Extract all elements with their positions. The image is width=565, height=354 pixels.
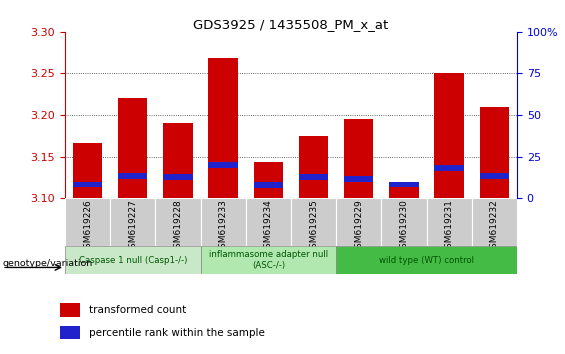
Bar: [155, 198, 201, 246]
Text: GSM619232: GSM619232: [490, 199, 499, 254]
Bar: [480, 173, 509, 179]
Bar: [201, 198, 246, 246]
Bar: [110, 198, 155, 246]
Bar: [254, 162, 283, 198]
Text: transformed count: transformed count: [89, 305, 186, 315]
Bar: [480, 107, 509, 198]
Bar: [73, 143, 102, 198]
Bar: [65, 246, 201, 274]
Bar: [201, 246, 336, 274]
Text: GSM619228: GSM619228: [173, 199, 182, 254]
Text: GSM619234: GSM619234: [264, 199, 273, 254]
Text: GSM619227: GSM619227: [128, 199, 137, 254]
Bar: [246, 198, 291, 246]
Bar: [60, 303, 80, 317]
Text: GSM619230: GSM619230: [399, 199, 408, 254]
Bar: [65, 198, 110, 246]
Bar: [389, 182, 419, 187]
Text: GSM619226: GSM619226: [83, 199, 92, 254]
Bar: [299, 174, 328, 180]
Text: inflammasome adapter null
(ASC-/-): inflammasome adapter null (ASC-/-): [209, 251, 328, 270]
Bar: [163, 124, 193, 198]
Bar: [118, 173, 147, 179]
Bar: [389, 187, 419, 198]
Bar: [118, 98, 147, 198]
Text: percentile rank within the sample: percentile rank within the sample: [89, 327, 265, 338]
Bar: [208, 162, 238, 168]
Bar: [472, 198, 517, 246]
Bar: [336, 198, 381, 246]
Bar: [73, 182, 102, 187]
Bar: [208, 58, 238, 198]
Bar: [299, 136, 328, 198]
Title: GDS3925 / 1435508_PM_x_at: GDS3925 / 1435508_PM_x_at: [193, 18, 389, 31]
Bar: [427, 198, 472, 246]
Text: genotype/variation: genotype/variation: [3, 259, 93, 268]
Bar: [163, 174, 193, 180]
Bar: [254, 182, 283, 188]
Bar: [381, 198, 427, 246]
Bar: [434, 165, 464, 171]
Text: Caspase 1 null (Casp1-/-): Caspase 1 null (Casp1-/-): [79, 256, 187, 265]
Bar: [336, 246, 517, 274]
Bar: [291, 198, 336, 246]
Text: wild type (WT) control: wild type (WT) control: [379, 256, 474, 265]
Bar: [434, 74, 464, 198]
Bar: [344, 176, 373, 182]
Text: GSM619231: GSM619231: [445, 199, 454, 254]
Text: GSM619235: GSM619235: [309, 199, 318, 254]
Bar: [60, 326, 80, 339]
Text: GSM619229: GSM619229: [354, 199, 363, 254]
Bar: [344, 119, 373, 198]
Text: GSM619233: GSM619233: [219, 199, 228, 254]
